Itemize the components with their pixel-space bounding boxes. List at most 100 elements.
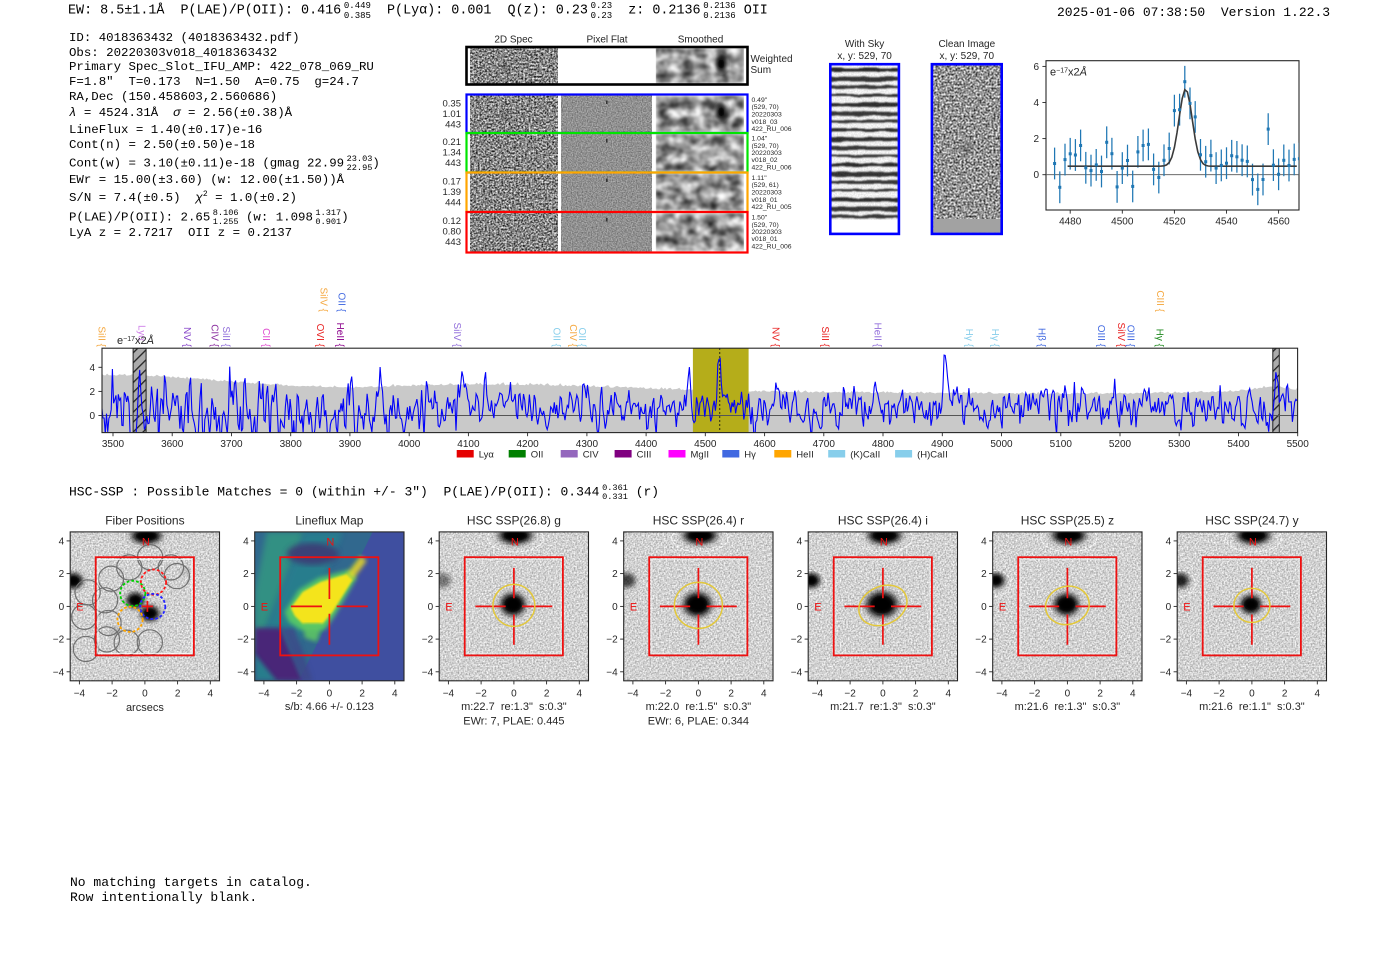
svg-text:CIV {: CIV { (209, 324, 220, 347)
svg-text:OII {: OII { (576, 328, 587, 348)
svg-text:EWr: 6, PLAE: 0.344: EWr: 6, PLAE: 0.344 (648, 716, 749, 728)
svg-text:v018_01: v018_01 (752, 236, 778, 243)
svg-text:SiIV {: SiIV { (1115, 323, 1126, 348)
svg-text:3500: 3500 (102, 439, 125, 450)
svg-text:(529, 70): (529, 70) (752, 104, 779, 111)
svg-text:m:21.7 re:1.3" s:0.3": m:21.7 re:1.3" s:0.3" (830, 701, 936, 713)
svg-text:5300: 5300 (1168, 439, 1191, 450)
svg-text:HSC SSP(26.4) r: HSC SSP(26.4) r (653, 514, 744, 528)
svg-text:−2: −2 (844, 688, 856, 699)
svg-text:4: 4 (392, 688, 398, 699)
svg-text:−2: −2 (1160, 635, 1172, 646)
svg-text:2: 2 (913, 688, 919, 699)
svg-text:HeII {: HeII { (334, 323, 345, 348)
svg-text:arcsecs: arcsecs (126, 702, 164, 714)
svg-text:SiII {: SiII { (819, 326, 830, 347)
svg-text:e−17x2Å: e−17x2Å (1050, 66, 1087, 79)
svg-text:2: 2 (728, 688, 734, 699)
svg-text:1.50": 1.50" (752, 215, 768, 222)
svg-text:3900: 3900 (339, 439, 362, 450)
svg-text:4200: 4200 (516, 439, 539, 450)
svg-text:2: 2 (612, 569, 618, 580)
svg-text:−4: −4 (258, 688, 270, 699)
svg-text:HSC SSP(25.5) z: HSC SSP(25.5) z (1021, 514, 1114, 528)
svg-text:0: 0 (612, 602, 618, 613)
svg-text:0: 0 (696, 688, 702, 699)
svg-text:4: 4 (1033, 98, 1039, 109)
svg-text:x, y: 529, 70: x, y: 529, 70 (837, 51, 892, 62)
svg-text:Pixel Flat: Pixel Flat (586, 35, 627, 46)
svg-text:4000: 4000 (398, 439, 421, 450)
svg-text:−4: −4 (791, 667, 803, 678)
svg-text:2: 2 (981, 569, 987, 580)
svg-text:0: 0 (981, 602, 987, 613)
svg-text:−2: −2 (975, 635, 987, 646)
svg-text:422_RU_006: 422_RU_006 (752, 126, 792, 133)
svg-text:0.80: 0.80 (443, 227, 462, 238)
svg-text:0: 0 (89, 411, 95, 422)
svg-text:3600: 3600 (161, 439, 184, 450)
svg-text:4540: 4540 (1215, 217, 1238, 228)
svg-text:N: N (142, 537, 150, 549)
svg-text:4: 4 (208, 688, 214, 699)
svg-text:−2: −2 (106, 688, 118, 699)
svg-text:0: 0 (243, 602, 249, 613)
svg-text:With Sky: With Sky (845, 39, 884, 50)
svg-text:SiII {: SiII { (96, 326, 107, 347)
svg-text:v018_03: v018_03 (752, 119, 778, 126)
svg-text:3700: 3700 (220, 439, 243, 450)
svg-text:OIII {: OIII { (1095, 325, 1106, 348)
svg-text:SiII {: SiII { (220, 326, 231, 347)
svg-text:x, y: 529, 70: x, y: 529, 70 (940, 51, 995, 62)
svg-text:4: 4 (981, 536, 987, 547)
svg-text:4: 4 (89, 363, 95, 374)
svg-text:0: 0 (142, 688, 148, 699)
svg-text:HeII: HeII (796, 450, 813, 461)
svg-text:OII {: OII { (336, 293, 347, 313)
svg-text:20220303: 20220303 (752, 190, 782, 197)
svg-text:OII {: OII { (551, 328, 562, 348)
svg-text:E: E (999, 601, 1006, 613)
svg-text:E: E (1183, 601, 1190, 613)
svg-text:CII {: CII { (260, 328, 271, 348)
svg-text:1.11": 1.11" (752, 175, 768, 182)
svg-text:−4: −4 (627, 688, 639, 699)
svg-text:5200: 5200 (1109, 439, 1132, 450)
svg-text:0: 0 (880, 688, 886, 699)
svg-text:NV {: NV { (770, 327, 781, 348)
svg-text:4100: 4100 (457, 439, 480, 450)
svg-text:422_RU_006: 422_RU_006 (752, 244, 792, 251)
svg-text:4: 4 (428, 536, 434, 547)
svg-text:20220303: 20220303 (752, 112, 782, 119)
svg-text:0: 0 (428, 602, 434, 613)
svg-text:CIII: CIII (637, 450, 652, 461)
svg-text:SiIV {: SiIV { (451, 323, 462, 348)
svg-text:E: E (630, 601, 637, 613)
svg-text:EWr: 7, PLAE: 0.445: EWr: 7, PLAE: 0.445 (463, 716, 564, 728)
svg-text:2: 2 (89, 387, 95, 398)
svg-text:−2: −2 (422, 635, 434, 646)
svg-text:E: E (76, 601, 83, 613)
svg-text:Hγ {: Hγ { (989, 329, 1000, 348)
svg-text:Fiber Positions: Fiber Positions (105, 514, 184, 528)
svg-text:Lyα: Lyα (479, 450, 495, 461)
svg-text:Lyα: Lyα (136, 325, 147, 341)
svg-text:v018_01: v018_01 (752, 197, 778, 204)
svg-text:OVI {: OVI { (314, 324, 325, 348)
svg-text:444: 444 (445, 198, 461, 209)
svg-text:1.34: 1.34 (443, 148, 462, 159)
svg-text:3800: 3800 (280, 439, 303, 450)
svg-text:−4: −4 (74, 688, 86, 699)
svg-text:m:21.6 re:1.1" s:0.3": m:21.6 re:1.1" s:0.3" (1199, 701, 1305, 713)
svg-text:m:22.7 re:1.3" s:0.3": m:22.7 re:1.3" s:0.3" (461, 701, 567, 713)
svg-text:−4: −4 (422, 667, 434, 678)
svg-text:4: 4 (577, 688, 583, 699)
svg-text:0: 0 (511, 688, 517, 699)
svg-text:E: E (445, 601, 452, 613)
svg-text:5000: 5000 (990, 439, 1013, 450)
svg-text:N: N (695, 537, 703, 549)
svg-text:N: N (1064, 537, 1072, 549)
svg-text:OIII {: OIII { (1125, 325, 1136, 348)
svg-text:v018_02: v018_02 (752, 157, 778, 164)
svg-text:6: 6 (1033, 62, 1039, 73)
